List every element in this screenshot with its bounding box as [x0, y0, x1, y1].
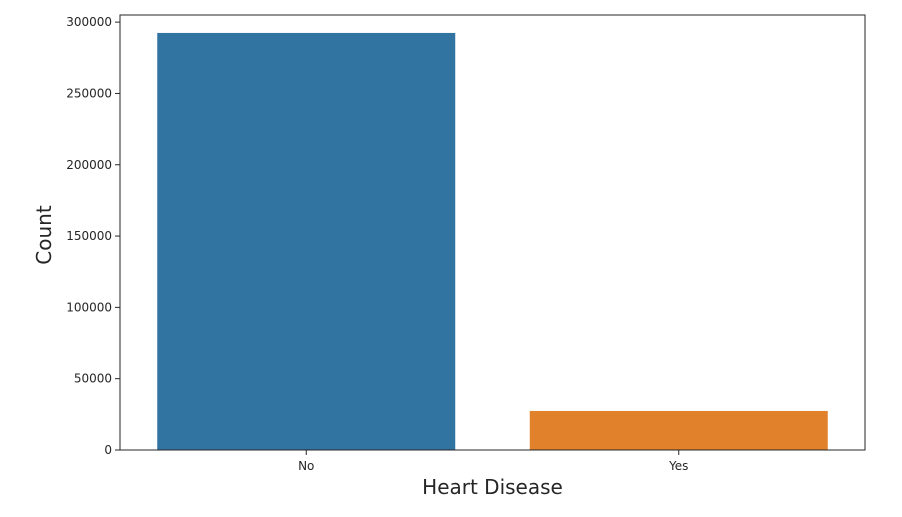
y-axis-title: Count — [32, 205, 56, 265]
x-axis-title: Heart Disease — [422, 475, 563, 499]
bar-yes — [529, 410, 828, 450]
x-tick-label: Yes — [668, 459, 688, 473]
y-tick-label: 100000 — [66, 300, 112, 314]
x-tick-label: No — [298, 459, 314, 473]
y-tick-label: 300000 — [66, 15, 112, 29]
bar-no — [157, 32, 456, 450]
y-axis: 0 50000 100000 150000 200000 250000 300000 — [66, 15, 120, 457]
y-tick-label: 250000 — [66, 86, 112, 100]
plot-frame — [119, 14, 866, 451]
y-tick-label: 200000 — [66, 158, 112, 172]
y-tick-label: 150000 — [66, 229, 112, 243]
y-tick-label: 0 — [104, 443, 112, 457]
x-axis: No Yes — [298, 450, 688, 473]
y-tick-label: 50000 — [74, 372, 112, 386]
bars-layer — [157, 32, 828, 450]
